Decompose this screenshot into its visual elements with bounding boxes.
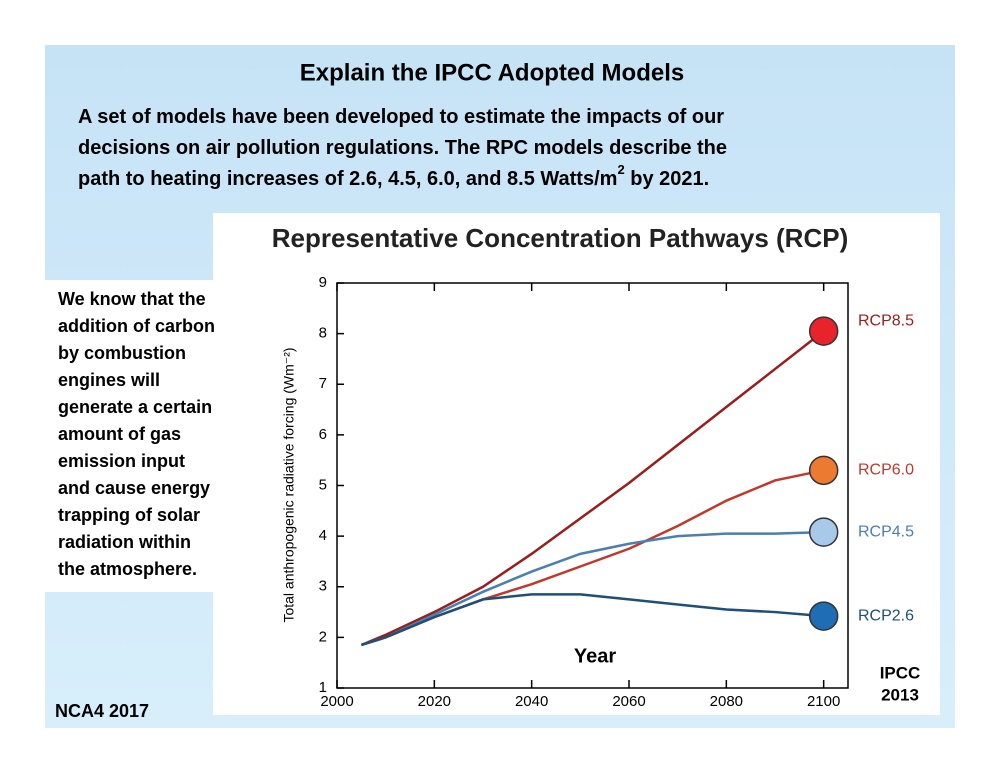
y-tick-label: 8 — [319, 325, 327, 342]
end-marker — [808, 601, 839, 631]
body-line-text: path to heating increases of 2.6, 4.5, 6… — [78, 168, 617, 190]
side-line: generate a certain — [58, 397, 212, 417]
y-axis-label: Total anthropogenic radiative forcing (W… — [281, 347, 297, 622]
credit: IPCC — [880, 663, 921, 682]
y-tick-label: 1 — [319, 679, 327, 696]
x-tick-label: 2000 — [320, 693, 353, 710]
y-tick-label: 3 — [319, 578, 327, 595]
side-line: trapping of solar — [58, 505, 200, 525]
side-text: We know that the addition of carbon by com… — [58, 289, 215, 579]
body-line: A set of models have been developed to e… — [78, 106, 724, 128]
credit: 2013 — [881, 685, 919, 704]
x-tick-label: 2060 — [612, 693, 645, 710]
slide-title: Explain the IPCC Adopted Models — [300, 59, 684, 86]
x-tick-label: 2020 — [418, 693, 451, 710]
footer: NCA4 2017 — [55, 701, 149, 721]
x-tick-label: 2080 — [710, 693, 743, 710]
series-line — [360, 530, 824, 647]
body-line: path to heating increases of 2.6, 4.5, 6… — [78, 162, 709, 190]
chart-title: Representative Concentration Pathways (R… — [272, 223, 848, 253]
body-line-text: decisions on air pollution regulations. … — [78, 137, 727, 159]
x-tick-label: 2040 — [515, 693, 548, 710]
side-line: radiation within — [58, 532, 191, 552]
end-marker — [808, 517, 839, 547]
series-line — [360, 593, 824, 647]
y-tick-label: 7 — [319, 375, 327, 392]
side-line: engines will — [58, 370, 160, 390]
superscript: 2 — [617, 162, 624, 177]
side-line: addition of carbon — [58, 316, 215, 336]
side-line: emission input — [58, 451, 185, 471]
body-tail: by 2021. — [625, 168, 710, 190]
y-tick-label: 5 — [319, 476, 327, 493]
y-tick-label: 2 — [319, 628, 327, 645]
series-label: RCP2.6 — [858, 607, 914, 624]
side-panel — [45, 280, 252, 592]
side-line: amount of gas — [58, 424, 181, 444]
body-line-text: A set of models have been developed to e… — [78, 106, 724, 128]
y-tick-label: 6 — [319, 426, 327, 443]
body-line: decisions on air pollution regulations. … — [78, 137, 727, 159]
y-tick-label: 9 — [319, 274, 327, 291]
series-label: RCP8.5 — [858, 312, 914, 329]
end-marker — [808, 316, 839, 346]
y-tick-label: 4 — [319, 527, 327, 544]
side-line: by combustion — [58, 343, 186, 363]
x-axis-label: Year — [574, 645, 616, 667]
side-line: We know that the — [58, 289, 206, 309]
side-line: the atmosphere. — [58, 559, 197, 579]
series-label: RCP6.0 — [858, 462, 914, 479]
end-marker — [808, 455, 839, 486]
series-line — [360, 330, 825, 647]
chart: 1 2 3 4 5 6 7 8 9 2000 2020 2040 2060 2080 2100 Year Tot… — [281, 274, 921, 710]
x-tick-label: 2100 — [807, 693, 840, 710]
series-label: RCP4.5 — [858, 523, 914, 540]
body-text: A set of models have been developed to e… — [78, 106, 727, 190]
side-line: and cause energy — [58, 478, 210, 498]
